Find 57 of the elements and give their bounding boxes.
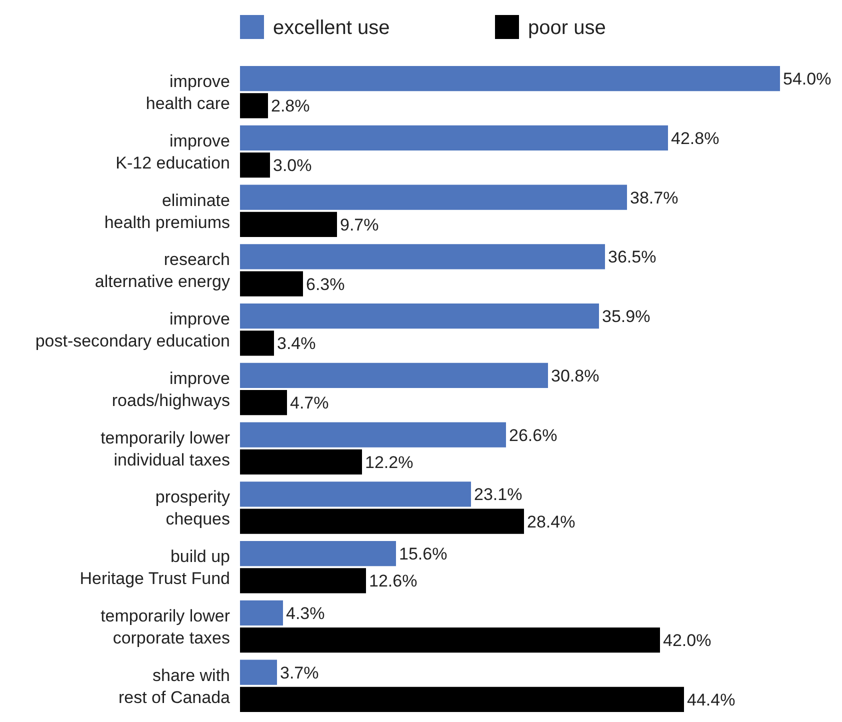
legend-label: poor use bbox=[528, 17, 606, 39]
data-label: 26.6% bbox=[509, 426, 558, 445]
bar bbox=[240, 422, 506, 448]
data-label: 42.0% bbox=[663, 631, 712, 650]
bar bbox=[240, 330, 274, 356]
y-tick-label: prosperity cheques bbox=[155, 488, 230, 529]
data-label: 15.6% bbox=[399, 544, 448, 564]
data-label: 6.3% bbox=[306, 274, 345, 294]
bar bbox=[240, 184, 627, 210]
y-tick-label: improve K-12 education bbox=[116, 131, 230, 172]
bar bbox=[240, 568, 366, 594]
data-label: 28.4% bbox=[527, 512, 576, 532]
bar bbox=[240, 304, 599, 329]
bar bbox=[240, 212, 337, 237]
data-label: 23.1% bbox=[474, 485, 522, 504]
bar bbox=[240, 482, 471, 507]
bar bbox=[240, 660, 277, 685]
y-tick-label: build up Heritage Trust Fund bbox=[80, 547, 230, 588]
bar bbox=[240, 362, 548, 388]
y-tick-label: temporarily lower individual taxes bbox=[100, 428, 230, 470]
legend-label: excellent use bbox=[273, 17, 390, 39]
data-label: 35.9% bbox=[602, 307, 650, 326]
data-label: 4.3% bbox=[286, 604, 325, 623]
bar bbox=[240, 541, 396, 566]
bar bbox=[240, 244, 605, 270]
data-label: 54.0% bbox=[783, 70, 832, 89]
bar bbox=[240, 152, 270, 178]
data-label: 36.5% bbox=[608, 248, 656, 267]
bar bbox=[240, 600, 283, 626]
data-label: 42.8% bbox=[671, 128, 720, 148]
bar bbox=[240, 508, 524, 534]
data-label: 3.7% bbox=[280, 663, 319, 682]
bar bbox=[240, 390, 287, 416]
bar bbox=[240, 271, 303, 296]
y-tick-label: improve roads/highways bbox=[112, 368, 230, 410]
bar bbox=[240, 686, 684, 712]
bar bbox=[240, 449, 362, 474]
bar bbox=[240, 66, 780, 92]
data-label: 12.2% bbox=[365, 452, 414, 472]
y-tick-label: improve post-secondary education bbox=[35, 310, 230, 351]
bar bbox=[240, 628, 660, 653]
y-tick-label: research alternative energy bbox=[94, 250, 230, 292]
y-tick-label: temporarily lower corporate taxes bbox=[100, 606, 230, 648]
bar bbox=[240, 125, 668, 150]
y-tick-label: share with rest of Canada bbox=[118, 666, 231, 707]
bar bbox=[240, 93, 268, 118]
data-label: 3.0% bbox=[273, 156, 312, 176]
data-label: 44.4% bbox=[687, 690, 736, 710]
y-tick-label: improve health care bbox=[146, 72, 230, 114]
data-label: 12.6% bbox=[369, 572, 418, 591]
data-label: 9.7% bbox=[340, 215, 379, 234]
data-label: 2.8% bbox=[271, 96, 310, 116]
y-tick-label: eliminate health premiums bbox=[104, 190, 230, 232]
data-label: 38.7% bbox=[630, 188, 678, 208]
data-label: 3.4% bbox=[277, 334, 316, 354]
data-label: 30.8% bbox=[551, 366, 600, 386]
data-label: 4.7% bbox=[290, 394, 329, 413]
